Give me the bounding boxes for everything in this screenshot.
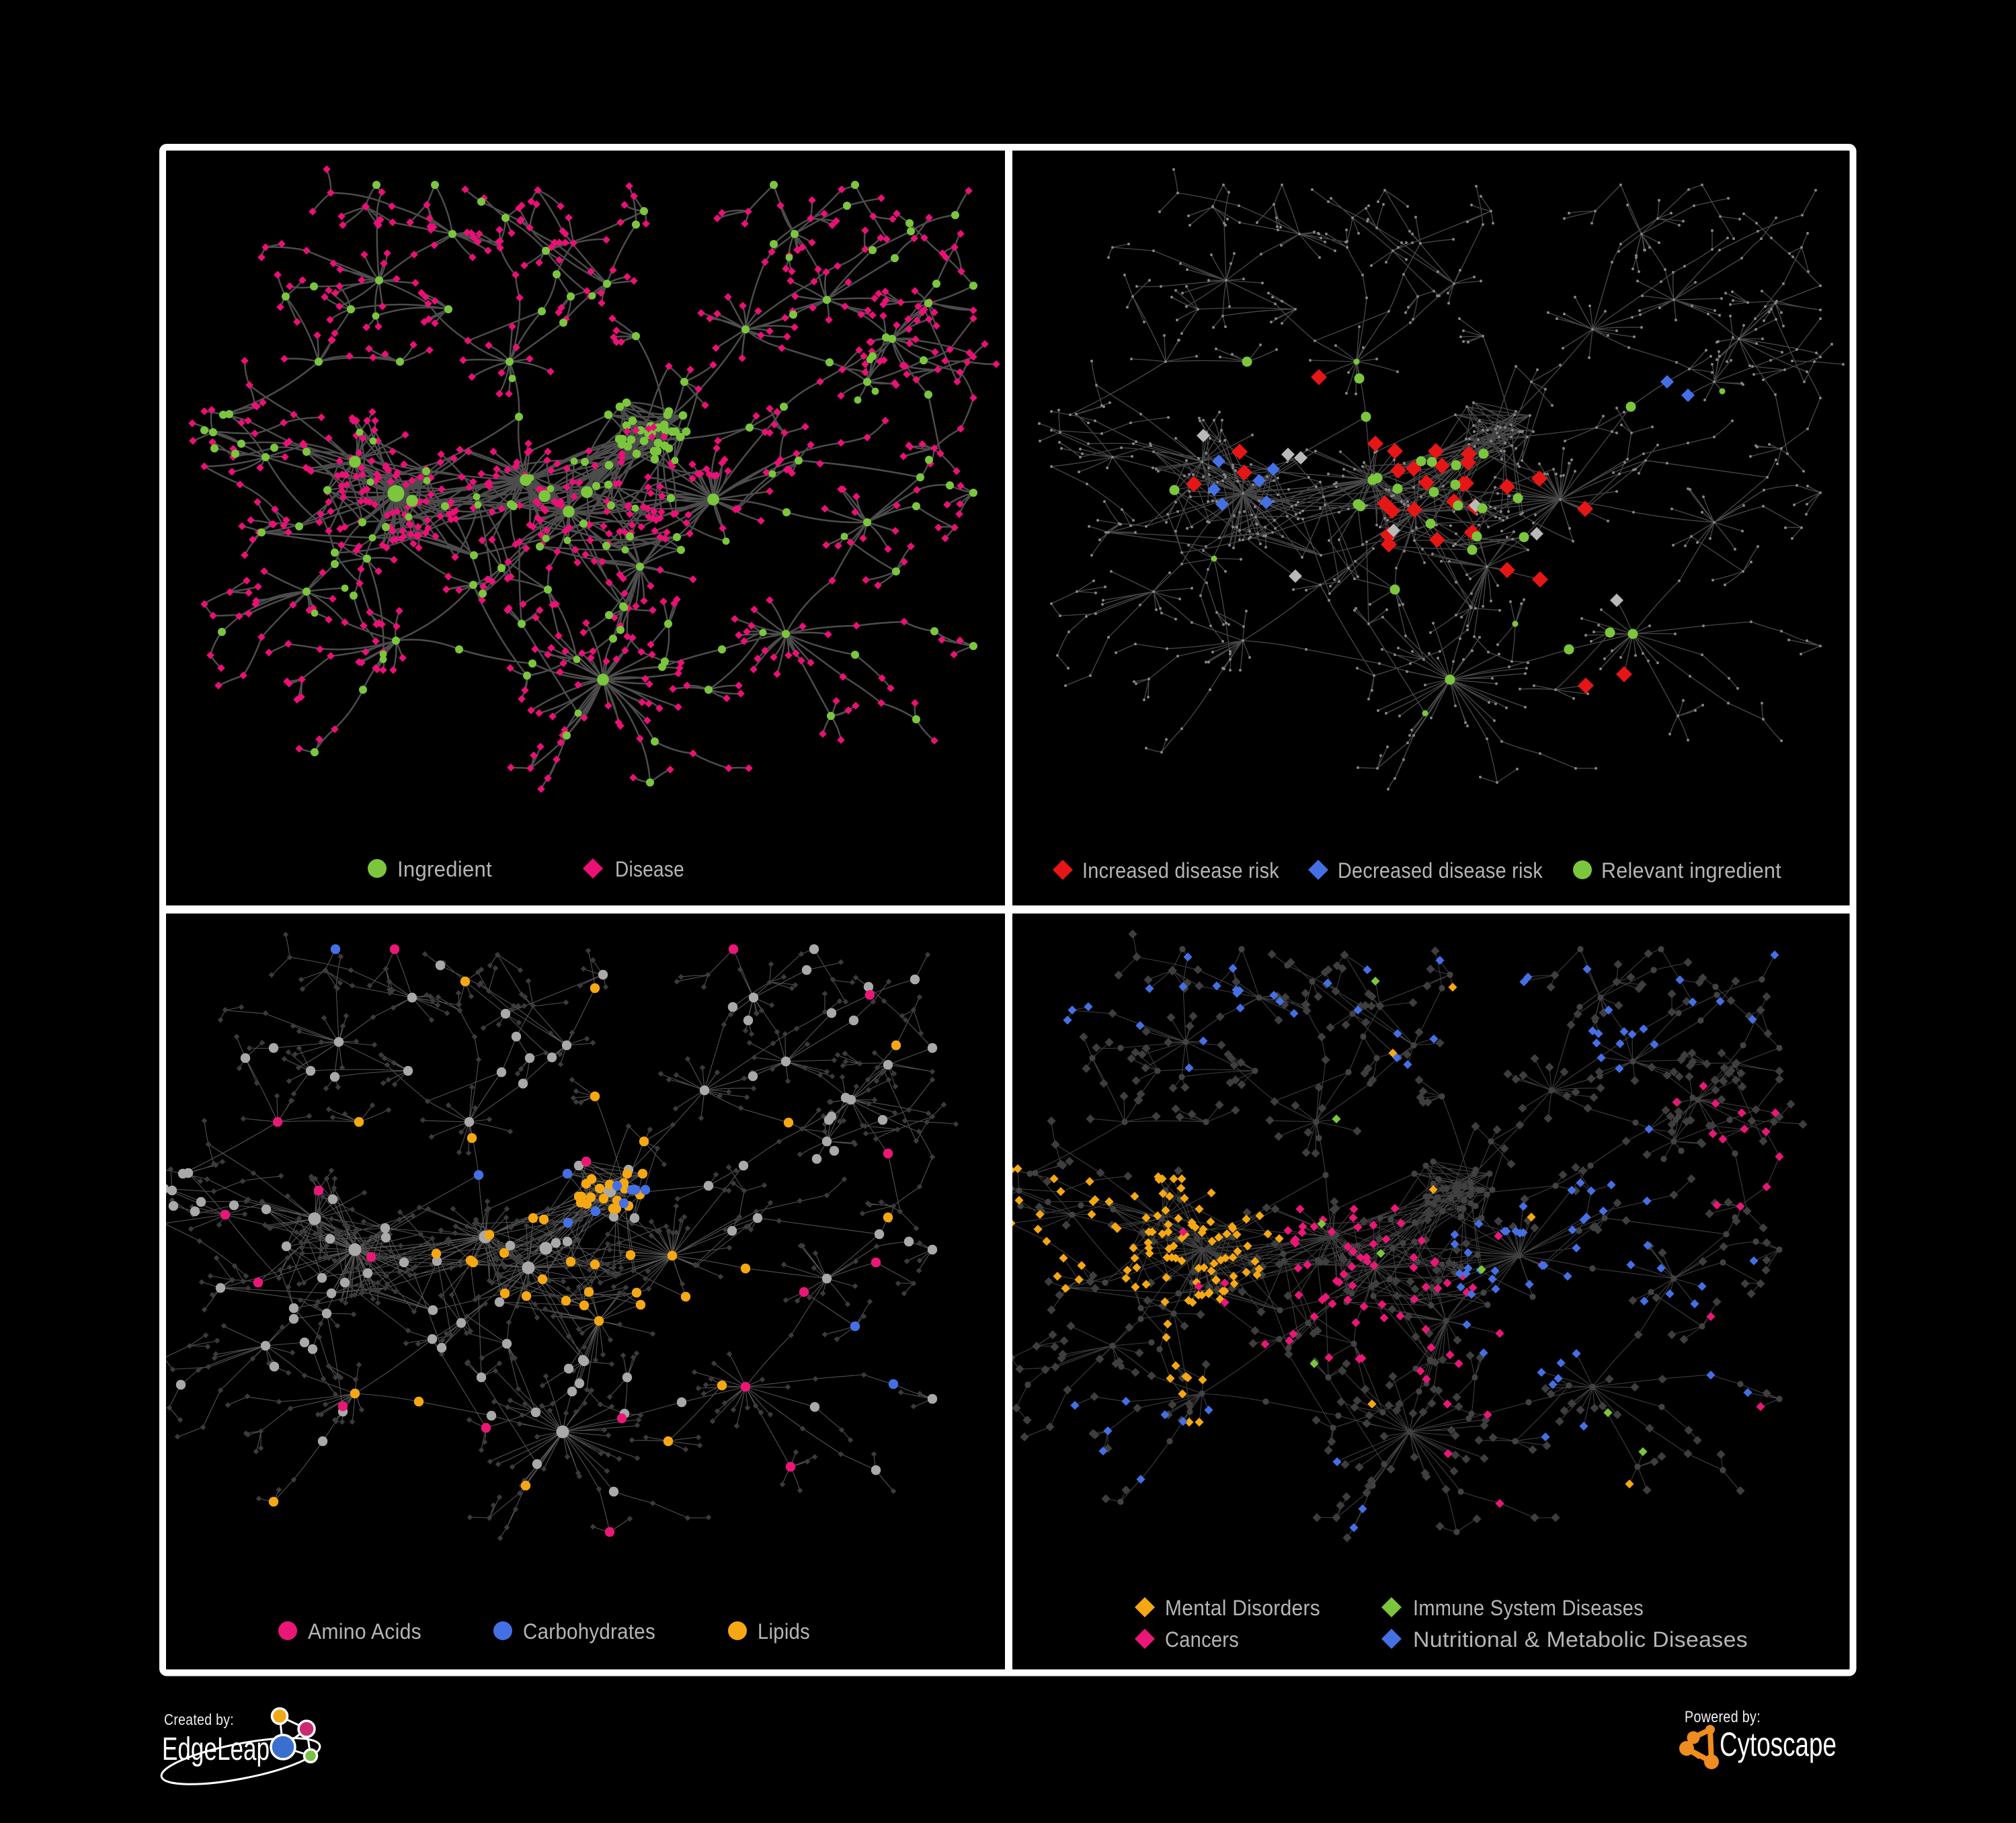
svg-text:Relevant ingredient: Relevant ingredient [1601, 858, 1781, 883]
svg-text:Immune System Diseases: Immune System Diseases [1413, 1596, 1644, 1620]
svg-text:Powered by:: Powered by: [1685, 1708, 1761, 1726]
svg-text:Lipids: Lipids [758, 1619, 810, 1644]
svg-text:Carbohydrates: Carbohydrates [523, 1619, 655, 1644]
svg-text:Disease: Disease [615, 857, 684, 881]
svg-text:Ingredient: Ingredient [397, 857, 492, 881]
svg-text:Cancers: Cancers [1165, 1627, 1239, 1652]
svg-text:Nutritional & Metabolic Diseas: Nutritional & Metabolic Diseases [1413, 1627, 1748, 1652]
svg-text:Decreased disease risk: Decreased disease risk [1338, 858, 1543, 883]
svg-text:Mental Disorders: Mental Disorders [1165, 1596, 1320, 1620]
svg-text:Cytoscape: Cytoscape [1720, 1726, 1837, 1763]
svg-text:Amino Acids: Amino Acids [308, 1619, 421, 1644]
svg-text:Created by:: Created by: [164, 1711, 234, 1728]
svg-text:Increased disease risk: Increased disease risk [1082, 858, 1280, 883]
